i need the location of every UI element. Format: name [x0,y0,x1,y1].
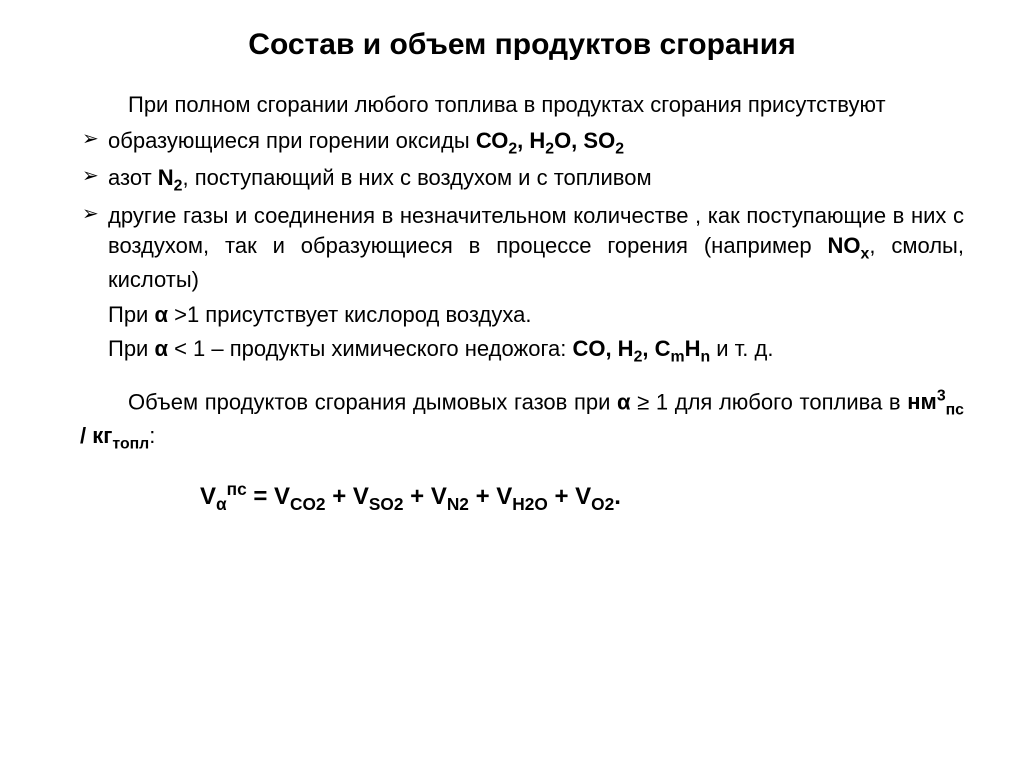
bullet-2-post: , поступающий в них с воздухом и с топли… [182,165,651,190]
alpha-lt-cond: < 1 – продукты химического недожога: [168,336,572,361]
bullet-3: другие газы и соединения в незначительно… [80,201,964,294]
volume-cond: ≥ 1 для любого топлива в [631,389,908,414]
bullet-2-chem: N2 [158,165,183,190]
alpha-gt-sym: α [154,302,168,327]
alpha-gt-line: При α >1 присутствует кислород воздуха. [80,300,964,330]
volume-post: : [149,423,155,448]
volume-paragraph: Объем продуктов сгорания дымовых газов п… [80,386,964,455]
alpha-lt-sym: α [154,336,168,361]
bullet-1: образующиеся при горении оксиды СО2, Н2О… [80,126,964,160]
bullet-2: азот N2, поступающий в них с воздухом и … [80,163,964,197]
bullet-list: образующиеся при горении оксиды СО2, Н2О… [80,126,964,295]
bullet-1-chem: СО2, Н2О, SO2 [476,128,624,153]
alpha-lt-post: и т. д. [710,336,773,361]
alpha-gt-cond: >1 присутствует кислород воздуха. [168,302,531,327]
alpha-lt-line: При α < 1 – продукты химического недожог… [80,334,964,368]
bullet-2-pre: азот [108,165,158,190]
bullet-3-chem: NOx [828,233,870,258]
slide-container: Состав и объем продуктов сгорания При по… [0,0,1024,568]
formula-expr: Vαпс = VCO2 + VSO2 + VN2 + VH2O + VO2. [200,483,621,510]
alpha-gt-pre: При [108,302,154,327]
volume-pre: Объем продуктов сгорания дымовых газов п… [128,389,617,414]
slide-title: Состав и объем продуктов сгорания [80,28,964,62]
alpha-lt-chem: CO, H2, CmHn [572,336,710,361]
bullet-1-text: образующиеся при горении оксиды [108,128,476,153]
alpha-lt-pre: При [108,336,154,361]
intro-paragraph: При полном сгорании любого топлива в про… [80,90,964,120]
spacer [80,372,964,386]
volume-sym: α [617,389,631,414]
formula: Vαпс = VCO2 + VSO2 + VN2 + VH2O + VO2. [80,479,964,515]
